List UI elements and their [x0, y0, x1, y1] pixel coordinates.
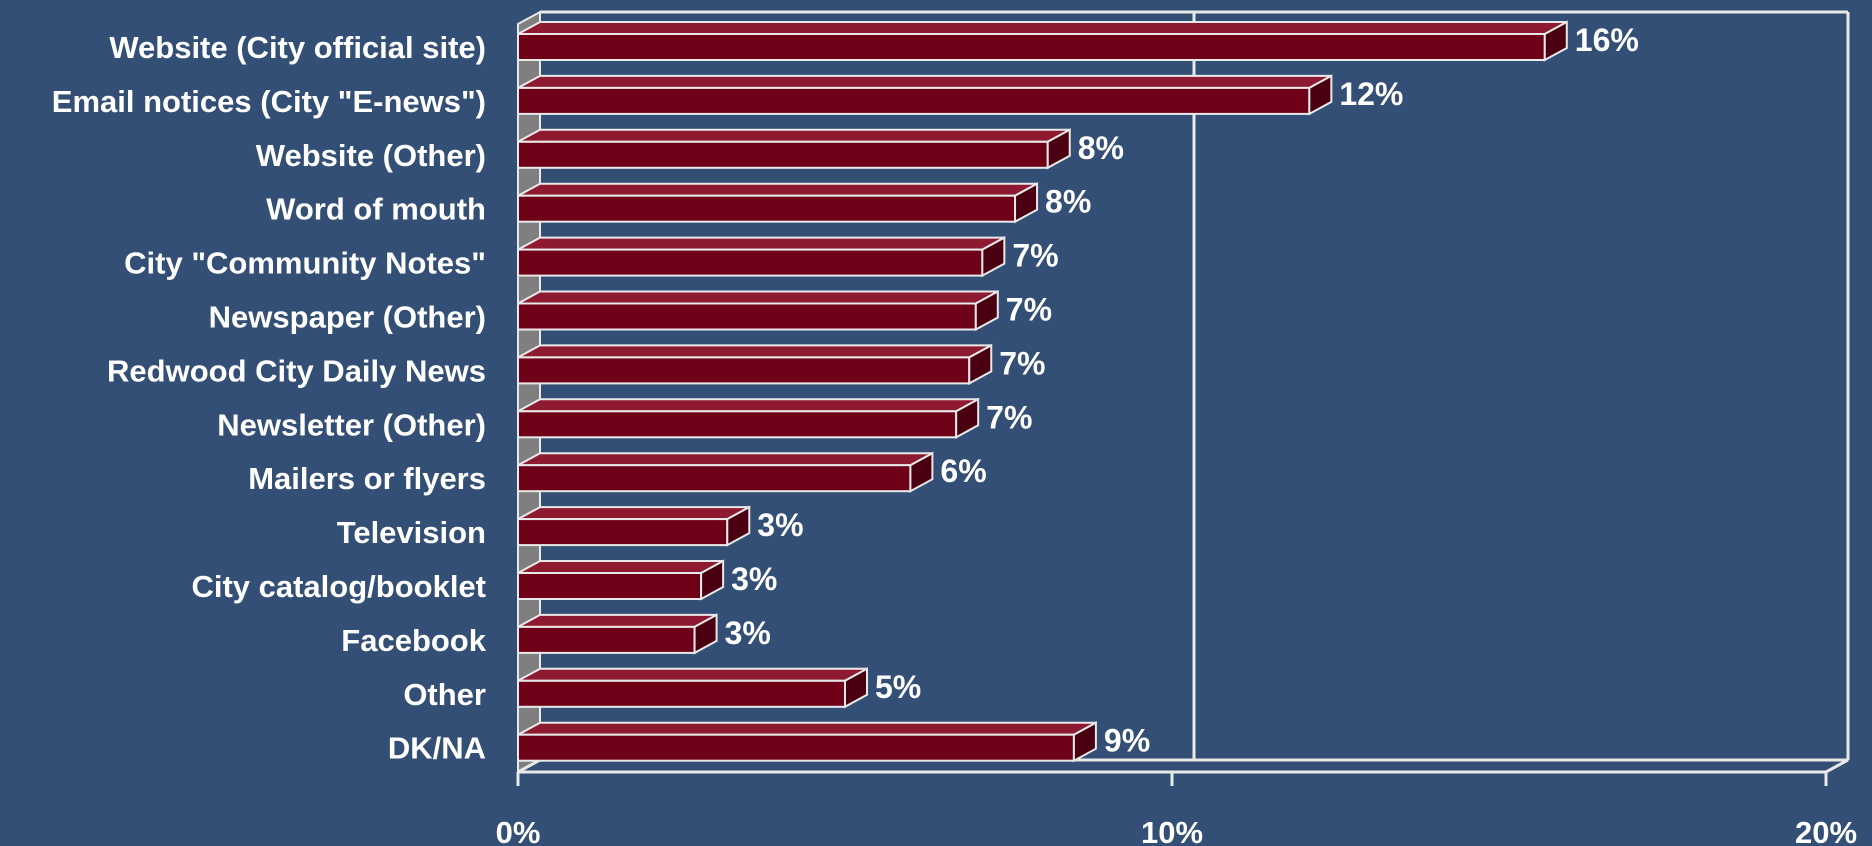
bar [517, 721, 1097, 763]
value-label: 16% [1575, 22, 1639, 58]
bar-top-face [517, 452, 933, 467]
category-label: Website (Other) [256, 138, 486, 173]
value-label: 6% [940, 453, 986, 489]
category-label: Redwood City Daily News [107, 353, 486, 388]
bar-top-face [517, 613, 718, 628]
value-label: 7% [986, 399, 1032, 435]
bar-top-face [517, 236, 1005, 251]
bar-end-face [1046, 128, 1071, 170]
bar-end-face [844, 667, 868, 709]
bar-end-face [909, 451, 934, 493]
bar-top-face [517, 21, 1568, 35]
x-tick-label: 0% [496, 815, 541, 846]
value-label: 9% [1104, 723, 1150, 759]
category-label: Television [337, 515, 486, 550]
bar-front-face [517, 248, 984, 277]
bar-front-face [517, 140, 1049, 169]
bar [517, 235, 1006, 278]
category-label: City catalog/booklet [191, 569, 486, 604]
bar [517, 343, 993, 386]
bar [517, 505, 751, 547]
bar [517, 182, 1039, 224]
bar-front-face [517, 464, 912, 493]
bar-end-face [693, 613, 718, 655]
bar-front-face [517, 572, 703, 600]
bar-front-face [517, 356, 971, 385]
category-label: Mailers or flyers [248, 461, 486, 496]
bar-front-face [517, 518, 729, 547]
bar-front-face [517, 302, 977, 331]
bar-end-face [700, 559, 725, 601]
value-label: 8% [1045, 184, 1091, 220]
bar-top-face [517, 667, 868, 682]
bar-top-face [517, 290, 999, 305]
bar-front-face [517, 625, 696, 654]
value-label: 3% [731, 561, 777, 597]
category-label: DK/NA [388, 731, 486, 766]
side-wall [517, 10, 541, 774]
gridlines [517, 10, 1850, 774]
category-label: Facebook [341, 623, 486, 658]
category-label: Other [403, 677, 486, 712]
bar-end-face [1543, 20, 1568, 62]
bar-top-face [517, 560, 724, 574]
x-tick-label: 20% [1795, 815, 1857, 846]
value-label: 5% [875, 669, 921, 705]
bar-end-face [974, 289, 999, 332]
bar [517, 559, 725, 601]
category-label: City "Community Notes" [124, 246, 486, 281]
category-label: Newsletter (Other) [217, 407, 486, 442]
floor [517, 758, 1849, 774]
bar-top-face [517, 182, 1038, 197]
bar-front-face [517, 733, 1075, 762]
bar-end-face [981, 235, 1006, 278]
bar [517, 667, 868, 709]
bar-end-face [726, 505, 751, 547]
bar-top-face [517, 128, 1071, 143]
x-tick-label: 10% [1141, 815, 1203, 846]
value-label: 7% [999, 345, 1045, 381]
category-label: Website (City official site) [109, 30, 486, 65]
bar [517, 397, 980, 439]
bar-front-face [517, 410, 958, 439]
bar-end-face [1308, 74, 1333, 116]
category-labels: Website (City official site) Email notice… [52, 30, 487, 766]
bar [517, 613, 718, 655]
bar [517, 289, 999, 332]
value-label: 8% [1078, 130, 1124, 166]
category-label: Email notices (City "E-news") [52, 84, 486, 119]
bar-top-face [517, 74, 1332, 89]
bar-top-face [517, 506, 750, 521]
bar [517, 128, 1071, 170]
category-label: Word of mouth [266, 192, 486, 227]
bar-top-face [517, 721, 1097, 736]
value-label: 7% [1006, 292, 1052, 328]
value-label: 3% [757, 507, 803, 543]
category-label: Newspaper (Other) [209, 300, 486, 335]
value-label: 12% [1339, 76, 1403, 112]
bar-end-face [1072, 721, 1097, 763]
bar [517, 20, 1568, 62]
x-axis: 0% 10% 20% [496, 770, 1857, 846]
bar-end-face [968, 343, 993, 386]
bar-end-face [1014, 182, 1039, 224]
value-label: 3% [725, 615, 771, 651]
bar-front-face [517, 194, 1017, 223]
value-labels: 16%12%8%8%7%7%7%7%6%3%3%3%5%9% [725, 22, 1639, 759]
bar-end-face [955, 397, 980, 439]
bar-front-face [517, 679, 846, 708]
value-label: 7% [1012, 238, 1058, 274]
bar [517, 74, 1333, 116]
bar [517, 451, 934, 493]
bar-front-face [517, 86, 1311, 115]
bar-top-face [517, 344, 992, 359]
bar-top-face [517, 398, 979, 413]
bar-front-face [517, 33, 1546, 61]
bars [517, 20, 1568, 763]
